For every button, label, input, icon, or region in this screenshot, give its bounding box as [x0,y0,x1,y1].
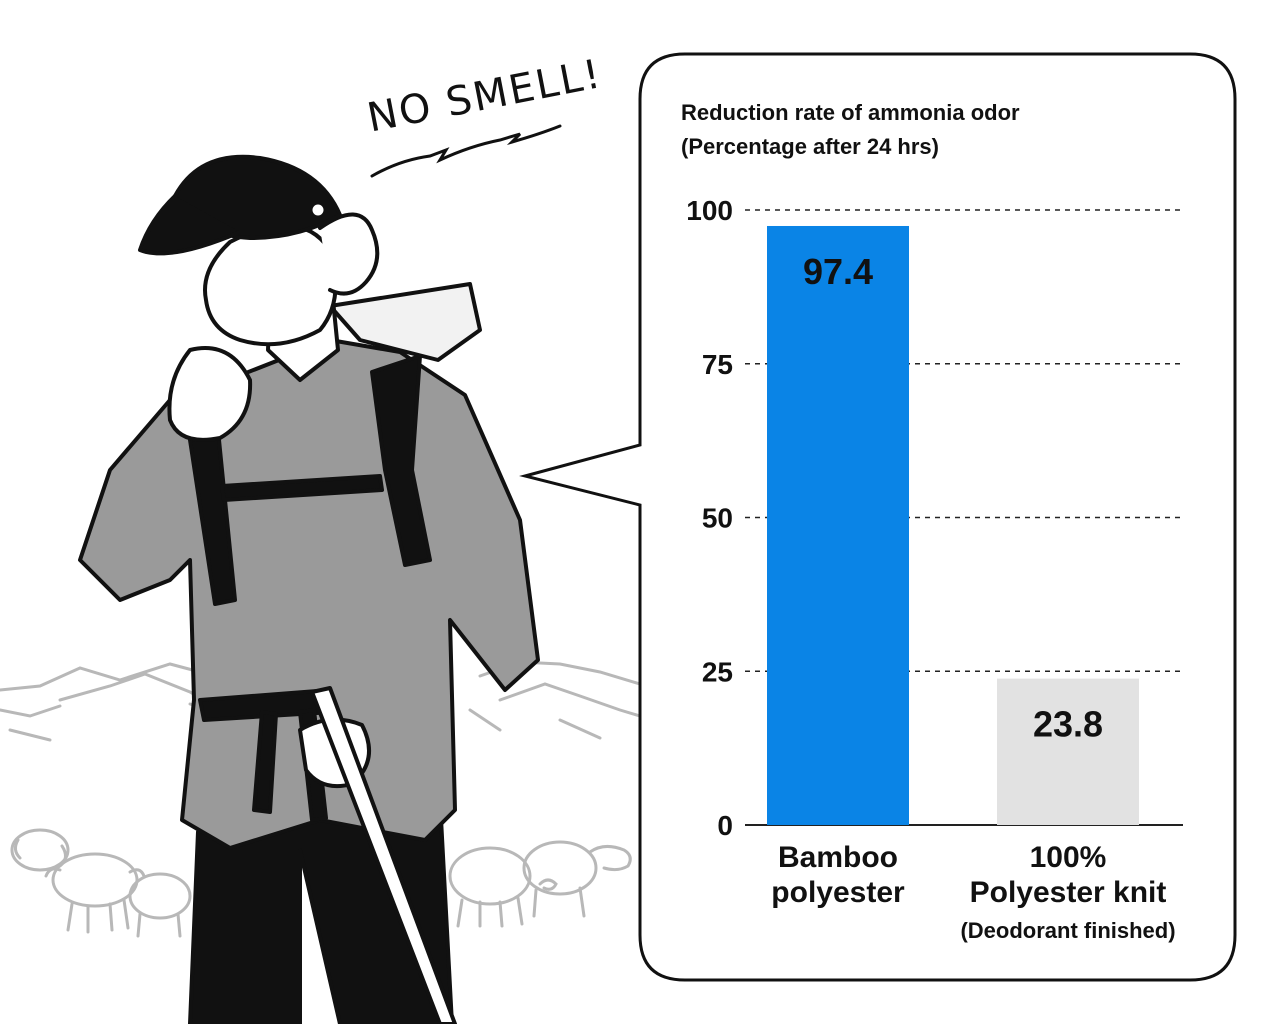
sheep-flock [10,828,632,938]
y-tick-label-0: 0 [717,810,733,841]
y-tick-label-100: 100 [686,195,733,226]
bar-0 [767,225,909,826]
category-label-1-line2: Polyester knit [970,876,1167,909]
category-label-0-line2: polyester [771,876,905,909]
hiker [78,154,540,1024]
chart-title-block: Reduction rate of ammonia odor (Percenta… [681,96,1201,164]
bars [767,225,1139,826]
smell-squiggle [370,124,562,178]
y-tick-label-75: 75 [702,349,733,380]
chart-title: Reduction rate of ammonia odor [681,100,1020,125]
bar-1 [997,678,1139,825]
category-note-1: (Deodorant finished) [960,918,1175,943]
bar-value-label-0: 97.4 [803,251,873,292]
bar-value-label-1: 23.8 [1033,704,1103,745]
y-tick-label-50: 50 [702,503,733,534]
category-label-0-line1: Bamboo [778,841,898,874]
category-label-1-line1: 100% [1030,841,1107,874]
chart-subtitle: (Percentage after 24 hrs) [681,134,939,159]
y-tick-label-25: 25 [702,656,733,687]
